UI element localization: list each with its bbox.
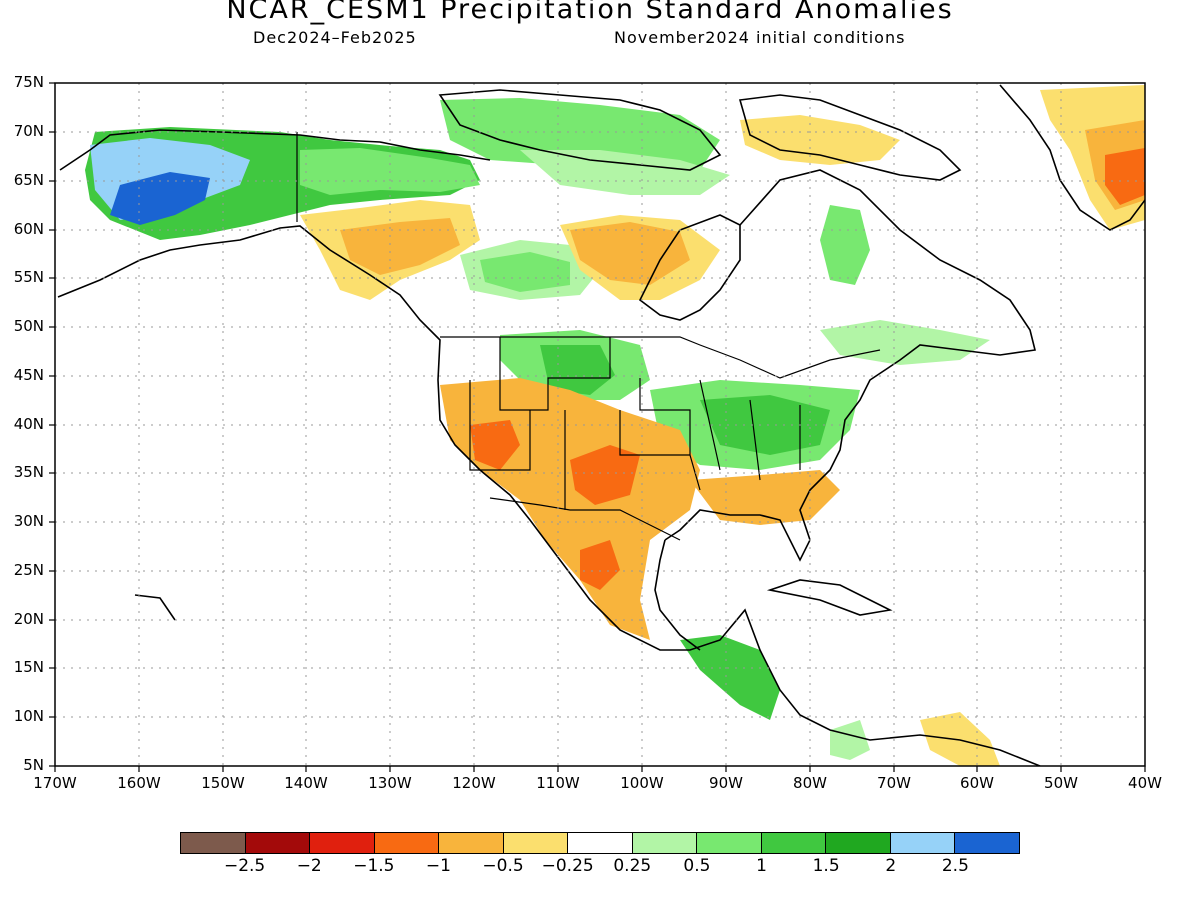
lon-label-110w: 110W <box>536 774 580 792</box>
coast-greenland <box>999 84 1145 231</box>
dry-region-southwest-strong-2 <box>570 445 640 505</box>
lon-label-140w: 140W <box>284 774 328 792</box>
lat-label-35n: 35N <box>13 463 44 481</box>
colorbar-tick-label: 1 <box>756 856 767 876</box>
lat-label-50n: 50N <box>13 317 44 335</box>
colorbar-swatch <box>439 833 504 853</box>
dry-region-southeast <box>690 470 840 525</box>
lat-label-15n: 15N <box>13 658 44 676</box>
coast-labrador <box>664 169 1036 562</box>
border-us-mexico <box>489 497 681 541</box>
wet-region-arctic <box>440 98 720 175</box>
lon-label-50w: 50W <box>1044 774 1078 792</box>
lon-label-90w: 90W <box>709 774 743 792</box>
lat-label-75n: 75N <box>13 73 44 91</box>
lon-label-160w: 160W <box>117 774 161 792</box>
lon-label-120w: 120W <box>452 774 496 792</box>
colorbar-tick-label: 0.5 <box>683 856 711 876</box>
lon-label-80w: 80W <box>793 774 827 792</box>
wet-region-colombia <box>830 720 870 760</box>
colorbar-tick-label: 2 <box>885 856 897 876</box>
colorbar-swatch <box>181 833 246 853</box>
dry-region-bc-mid <box>340 218 460 275</box>
colorbar-tick-label: 2.5 <box>941 856 969 876</box>
colorbar-tick-label: −0.5 <box>482 856 524 876</box>
wet-region-northern-plains-mid <box>540 345 615 395</box>
colorbar-swatch <box>632 833 698 853</box>
border-state-2 <box>469 380 531 471</box>
colorbar-swatch <box>568 833 633 853</box>
coast-alaska <box>57 225 1041 766</box>
coast-baffin <box>738 94 962 181</box>
border-state-5 <box>699 379 801 481</box>
colorbar-tick-label: −1 <box>425 856 451 876</box>
lon-label-70w: 70W <box>877 774 911 792</box>
coast-arctic-islands <box>438 89 722 171</box>
colorbar-swatch <box>245 833 311 853</box>
wet-region-labrador <box>820 205 870 285</box>
dry-region-venezuela <box>920 712 1000 766</box>
graticule <box>55 83 1145 766</box>
coast-gulf <box>654 539 701 651</box>
coastlines <box>57 84 1145 766</box>
colorbar-swatch <box>310 833 375 853</box>
wet-region-ohio-valley-mid <box>700 395 830 455</box>
lat-label-40n: 40N <box>13 415 44 433</box>
initial-conditions: November2024 initial conditions <box>614 28 906 47</box>
dry-region-baffin <box>740 115 900 165</box>
lon-label-170w: 170W <box>33 774 77 792</box>
map-title: NCAR_CESM1 Precipitation Standard Anomal… <box>226 0 954 25</box>
border-state-3 <box>564 410 690 510</box>
wet-region-arctic-light <box>520 150 730 195</box>
colorbar-tick-label: 0.25 <box>613 856 652 876</box>
colorbar-swatch <box>955 833 1019 853</box>
colorbar-tick-label: −2 <box>296 856 322 876</box>
colorbar-tick-label: −1.5 <box>353 856 395 876</box>
lat-label-30n: 30N <box>13 512 44 530</box>
colorbar-tick-label: 1.5 <box>812 856 840 876</box>
border-state-4 <box>639 378 701 491</box>
colorbar <box>180 832 1020 854</box>
border-us-canada <box>440 336 881 379</box>
lon-label-60w: 60W <box>960 774 994 792</box>
lat-label-20n: 20N <box>13 610 44 628</box>
colorbar-swatch <box>826 833 891 853</box>
lat-label-70n: 70N <box>13 122 44 140</box>
dry-region-southwest-strong-1 <box>470 420 520 470</box>
dry-region-greenland-strong <box>1105 148 1145 205</box>
lon-label-100w: 100W <box>620 774 664 792</box>
wet-region-alaska-strong <box>110 172 210 225</box>
colorbar-swatch <box>503 833 569 853</box>
colorbar-swatch <box>890 833 956 853</box>
lat-label-45n: 45N <box>13 366 44 384</box>
colorbar-tick-label: −0.25 <box>541 856 594 876</box>
lon-label-150w: 150W <box>201 774 245 792</box>
coast-hawaii <box>134 594 176 621</box>
forecast-period: Dec2024–Feb2025 <box>253 28 417 47</box>
wet-region-central-canada-mid <box>480 252 570 292</box>
border-state-1 <box>499 337 611 411</box>
lon-label-130w: 130W <box>368 774 412 792</box>
coast-arctic-alaska <box>59 129 491 171</box>
lon-label-40w: 40W <box>1128 774 1162 792</box>
anomaly-field <box>85 85 1145 766</box>
colorbar-tick-label: −2.5 <box>223 856 266 876</box>
dry-region-hudson-mid <box>570 222 690 285</box>
lat-label-55n: 55N <box>13 268 44 286</box>
coast-hudson-bay <box>638 214 741 321</box>
coast-cuba <box>766 579 893 616</box>
colorbar-swatch <box>697 833 762 853</box>
lat-label-60n: 60N <box>13 220 44 238</box>
axis-ticks <box>49 82 1146 772</box>
lat-label-65n: 65N <box>13 171 44 189</box>
wet-region-central-america <box>680 635 780 720</box>
lat-label-25n: 25N <box>13 561 44 579</box>
dry-region-mexico-strong <box>580 540 620 590</box>
colorbar-swatch <box>761 833 827 853</box>
lat-label-10n: 10N <box>13 707 44 725</box>
colorbar-swatch <box>374 833 440 853</box>
political-borders <box>296 132 881 541</box>
lat-label-5n: 5N <box>23 756 44 774</box>
